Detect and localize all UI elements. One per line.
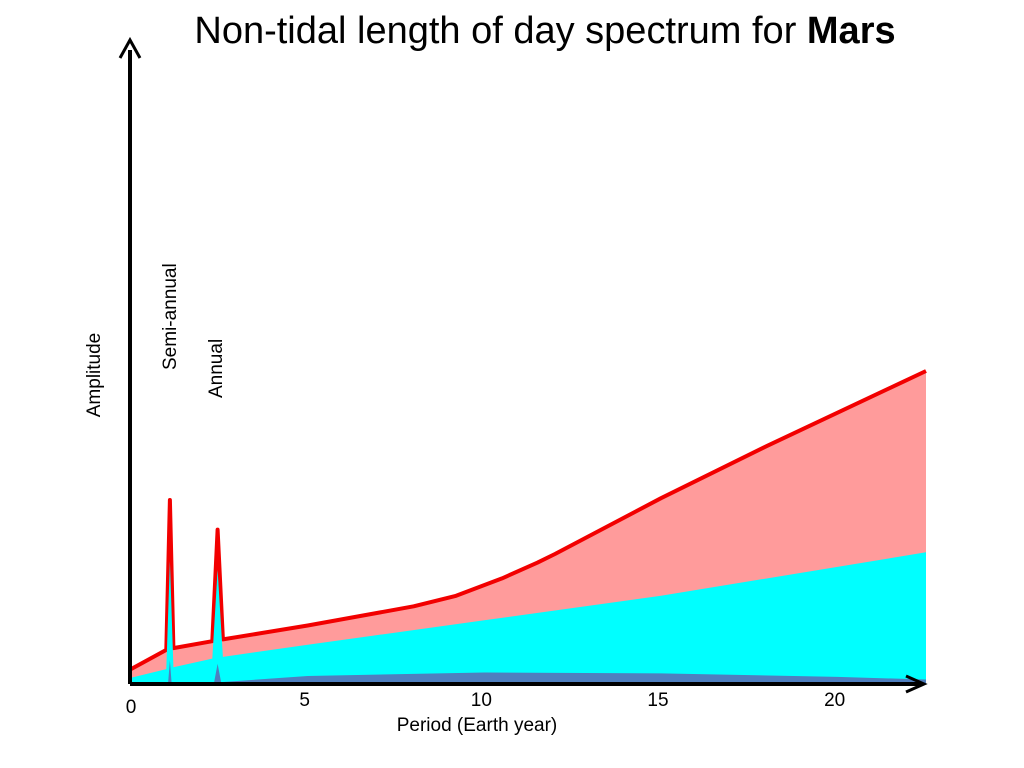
chart-title: Non-tidal length of day spectrum for Mar… bbox=[0, 10, 1024, 53]
y-axis-label: Amplitude bbox=[84, 333, 105, 418]
x-tick-label: 0 bbox=[126, 697, 137, 718]
series-2-area bbox=[131, 552, 926, 683]
series-layer bbox=[130, 369, 927, 683]
annotations: Semi-annual Annual bbox=[160, 263, 227, 398]
x-axis-arrowhead bbox=[905, 674, 928, 694]
x-tick-label: 10 bbox=[471, 690, 492, 711]
axes-layer bbox=[118, 36, 928, 694]
x-tick-label: 15 bbox=[647, 690, 668, 711]
x-tick-label: 20 bbox=[824, 690, 845, 711]
x-axis-label: Period (Earth year) bbox=[397, 715, 558, 736]
chart-title-text: Non-tidal length of day spectrum for bbox=[194, 10, 807, 52]
series-3-area bbox=[131, 660, 926, 683]
annotation-label: Semi-annual bbox=[160, 263, 181, 370]
y-axis-arrowhead bbox=[118, 36, 142, 59]
annotation-label: Annual bbox=[206, 339, 227, 398]
chart-title-bold: Mars bbox=[806, 10, 896, 52]
x-tick-label: 5 bbox=[299, 690, 310, 711]
x-tick-labels: 0 5 10 15 20 bbox=[126, 690, 846, 718]
series-1-line bbox=[130, 369, 927, 671]
